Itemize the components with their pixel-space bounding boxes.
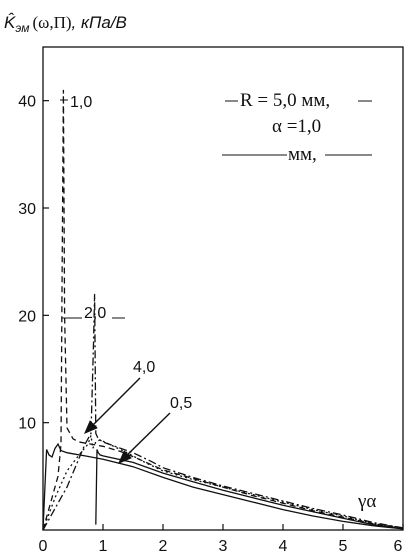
x-axis: 0 1 2 3 4 5 6	[39, 524, 404, 555]
annotation-line-1: R = 5,0 мм,	[240, 90, 330, 111]
series-line-1-0	[42, 89, 404, 531]
label-1-0: 1,0	[70, 94, 92, 111]
y-axis: 10 20 30 40	[18, 94, 49, 433]
annotation-line-3: мм,	[288, 144, 317, 165]
title-units: , кПа/В	[72, 13, 127, 32]
label-0-5-arrow	[118, 412, 171, 464]
annotation: R = 5,0 мм, α =1,0 мм,	[222, 90, 372, 165]
series-line-2-0	[42, 293, 404, 531]
x-tick-label-4: 4	[279, 538, 288, 555]
x-axis-label: γα	[357, 491, 376, 512]
label-2-0: 2,0	[84, 305, 106, 322]
series-line-unlabeled-4	[95, 449, 404, 530]
y-tick-label-30: 30	[18, 201, 36, 218]
chart-title: K̂эм (ω,Π), кПа/В	[4, 12, 127, 35]
curve-labels: 1,0 2,0 4,0 0,5	[60, 94, 192, 464]
x-tick-label-1: 1	[99, 538, 108, 555]
x-tick-label-3: 3	[219, 538, 228, 555]
y-tick-label-40: 40	[18, 94, 36, 111]
y-tick-label-20: 20	[18, 308, 36, 325]
x-tick-label-6: 6	[394, 538, 403, 555]
label-4-0: 4,0	[133, 359, 155, 376]
x-tick-label-0: 0	[39, 538, 48, 555]
title-subscript: эм	[15, 21, 29, 35]
x-tick-label-2: 2	[159, 538, 168, 555]
x-tick-label-5: 5	[339, 538, 348, 555]
series-line-0-5	[42, 442, 404, 531]
annotation-line-2: α =1,0	[272, 116, 321, 137]
label-0-5: 0,5	[170, 395, 192, 412]
title-args: (ω,Π)	[32, 13, 71, 32]
title-symbol: K̂	[4, 12, 16, 32]
y-tick-label-10: 10	[18, 416, 36, 433]
label-4-0-arrow	[84, 377, 141, 434]
